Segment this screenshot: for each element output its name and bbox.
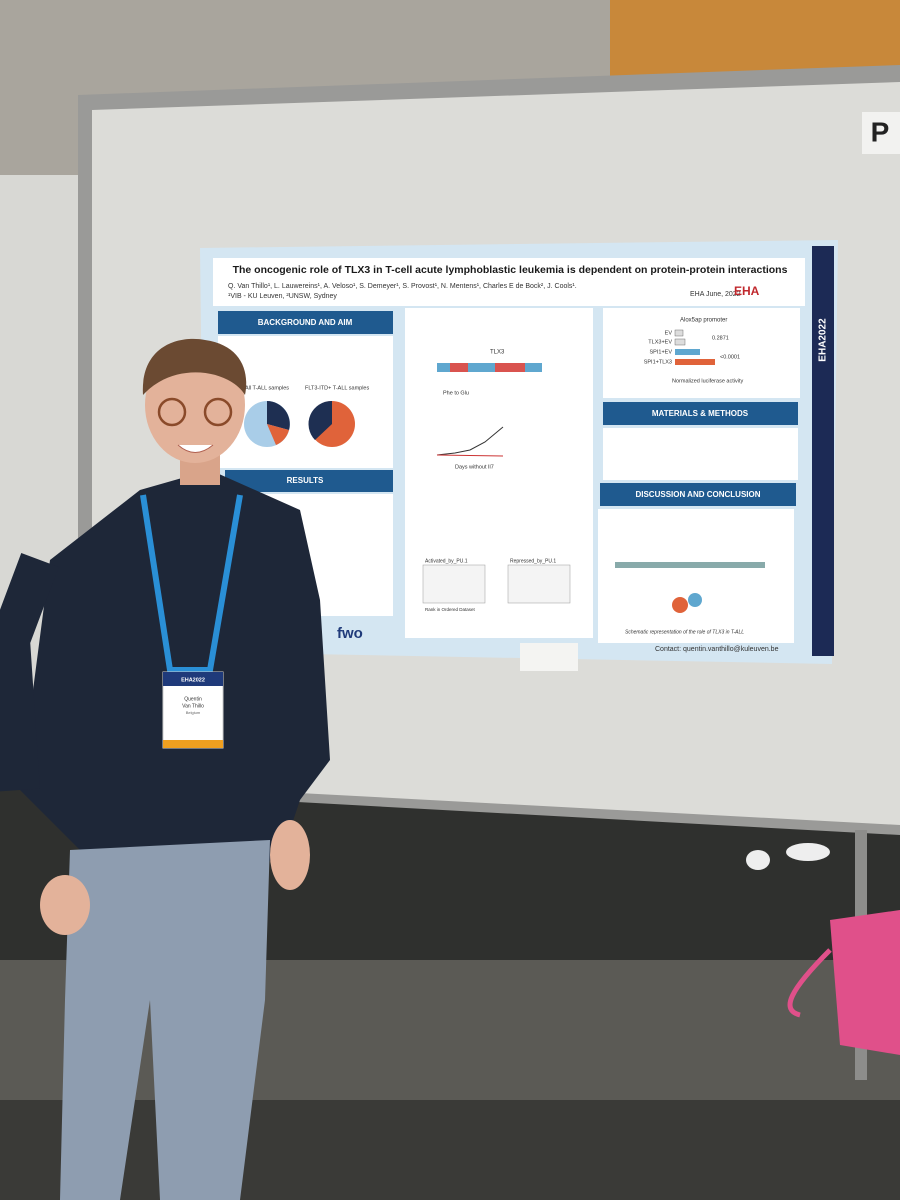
panel-label: Schematic representation of the role of … xyxy=(625,629,744,635)
section-header xyxy=(218,311,393,334)
bar-label: SPI1+EV xyxy=(650,349,673,355)
glasses xyxy=(157,397,187,427)
p-value: <0.0001 xyxy=(720,354,740,360)
section-header xyxy=(603,402,798,425)
dna-strand xyxy=(615,562,765,568)
contact: Contact: quentin.vanthillo@kuleuven.be xyxy=(655,646,779,653)
poster-affiliations: ¹VIB - KU Leuven, ²UNSW, Sydney xyxy=(228,293,337,300)
bar xyxy=(674,329,684,337)
floor-edge xyxy=(0,1100,900,1200)
badge-country: Belgium xyxy=(186,710,201,715)
hand xyxy=(40,875,90,935)
pie-slice xyxy=(267,424,289,445)
poster-conference: EHA June, 2022 xyxy=(690,291,741,298)
pie-slice xyxy=(267,401,290,430)
pie-slice xyxy=(308,400,332,440)
section-title: RESULTS xyxy=(287,476,324,485)
badge-event: EHA2022 xyxy=(181,677,205,683)
bar-label: EV xyxy=(665,330,673,336)
glasses xyxy=(203,397,233,427)
hair xyxy=(142,338,247,395)
poster-title: The oncogenic role of TLX3 in T-cell acu… xyxy=(233,264,788,276)
protein xyxy=(688,593,702,607)
panel-label: Activated_by_PU.1 xyxy=(425,558,468,564)
section-header xyxy=(600,483,796,506)
panel xyxy=(218,336,393,468)
hand xyxy=(270,820,310,890)
domain xyxy=(450,363,468,372)
panel-label: FLT3-ITD+ T-ALL samples xyxy=(305,385,369,391)
bag xyxy=(830,910,900,1055)
panel-label: Rank in Ordered Dataset xyxy=(425,607,476,612)
side-strip xyxy=(812,246,834,656)
section-title: MATERIALS & METHODS xyxy=(652,409,749,418)
bar-labels: EV TLX3+EV SPI1+EV SPI1+TLX3 xyxy=(644,330,673,365)
domain xyxy=(495,363,525,372)
bar-label: TLX3+EV xyxy=(648,339,672,345)
panel-label: Repressed_by_PU.1 xyxy=(510,558,556,564)
shoe xyxy=(786,843,830,861)
bar xyxy=(675,349,700,355)
gsea-plot xyxy=(422,564,486,604)
smile xyxy=(177,444,214,453)
badge-name: Van Thillo xyxy=(182,703,204,709)
bar-label: SPI1+TLX3 xyxy=(644,359,672,365)
poster-authors: Q. Van Thillo¹, L. Lauwereins¹, A. Velos… xyxy=(228,283,577,290)
domain-bar xyxy=(437,363,542,372)
section-header xyxy=(225,470,393,492)
badge-header xyxy=(163,672,223,686)
gsea-plot xyxy=(507,564,571,604)
badge-name: Quentin xyxy=(184,696,202,702)
person: EHA2022 Quentin Van Thillo Belgium xyxy=(0,338,330,1200)
side-label: EHA2022 xyxy=(818,318,829,362)
bar xyxy=(674,338,686,346)
panel-label: Days without Il7 xyxy=(455,464,494,470)
lanyard xyxy=(140,494,243,673)
protein xyxy=(672,597,688,613)
p-value: 0.2871 xyxy=(712,335,729,341)
bar xyxy=(675,359,715,365)
card xyxy=(520,643,578,671)
poster-header xyxy=(213,258,805,306)
bag-strap xyxy=(787,948,832,1018)
panel-label: TLX3 xyxy=(490,350,505,356)
panel xyxy=(603,308,800,398)
section-title: DISCUSSION AND CONCLUSION xyxy=(635,490,760,499)
board-number: P xyxy=(871,116,890,147)
funder-logo: fwo xyxy=(337,625,363,642)
panel-label: Normalized luciferase activity xyxy=(672,378,743,384)
panel-label: Alox5ap promoter xyxy=(680,318,727,324)
growth-line xyxy=(436,454,504,457)
eha-logo: EHA xyxy=(734,284,760,298)
ceiling-light-area xyxy=(610,0,900,80)
section-title: BACKGROUND AND AIM xyxy=(258,318,353,327)
jeans xyxy=(60,840,270,1200)
panel-label: Phe to Glu xyxy=(443,390,469,396)
shoe xyxy=(746,850,770,870)
panel xyxy=(603,428,798,480)
board-sign xyxy=(862,112,900,154)
arm xyxy=(0,552,59,792)
growth-line xyxy=(436,426,504,456)
badge-footer xyxy=(163,740,223,748)
panel-label: All T-ALL samples xyxy=(245,385,289,391)
panel xyxy=(598,509,794,643)
